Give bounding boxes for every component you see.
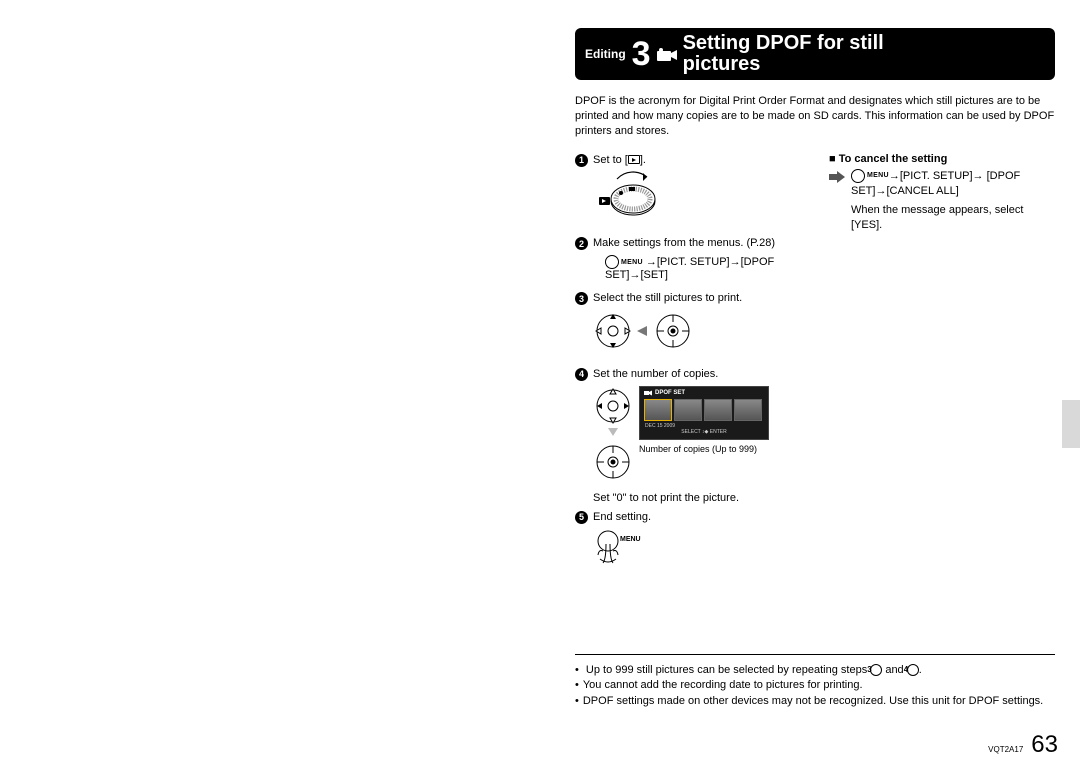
step-5: 5 End setting. bbox=[575, 510, 811, 525]
step-ref-icon: 3 bbox=[870, 664, 882, 676]
step-number-icon: 1 bbox=[575, 154, 588, 167]
steps-column: 1 Set to []. bbox=[575, 153, 811, 584]
zero-note: Set "0" to not print the picture. bbox=[593, 492, 811, 504]
copies-figure: DPOF SET DEC 15 2009 SELECT ↕◆ ENTER Num… bbox=[593, 386, 811, 486]
arrow-right-icon bbox=[829, 171, 845, 183]
step-3: 3 Select the still pictures to print. bbox=[575, 291, 811, 306]
manual-page: Editing 3 Setting DPOF for still picture… bbox=[575, 28, 1055, 709]
cancel-message: When the message appears, select [YES]. bbox=[851, 203, 1039, 233]
footnote: You cannot add the recording date to pic… bbox=[575, 678, 1055, 693]
step-number-icon: 4 bbox=[575, 368, 588, 381]
footnote: DPOF settings made on other devices may … bbox=[575, 694, 1055, 709]
step-2-menu-path: MENU →[PICT. SETUP]→[DPOF SET]→[SET] bbox=[605, 255, 811, 281]
footnotes: Up to 999 still pictures can be selected… bbox=[575, 663, 1055, 709]
step-2: 2 Make settings from the menus. (P.28) bbox=[575, 236, 811, 251]
step-4: 4 Set the number of copies. bbox=[575, 367, 811, 382]
cancel-column: ■ To cancel the setting MENU →[PICT. SET… bbox=[829, 153, 1039, 584]
header-category: Editing bbox=[585, 47, 626, 61]
header-title: Setting DPOF for still pictures bbox=[683, 33, 884, 75]
camera-icon bbox=[657, 48, 677, 62]
page-footer: VQT2A17 63 bbox=[988, 731, 1058, 759]
thumbnail bbox=[644, 399, 672, 421]
svg-text:MENU: MENU bbox=[620, 536, 641, 543]
thumbnail bbox=[704, 399, 732, 421]
joystick-select-figure bbox=[593, 310, 811, 357]
camera-mini-icon bbox=[644, 390, 652, 396]
menu-press-figure: MENU bbox=[593, 529, 811, 574]
step-number-icon: 2 bbox=[575, 237, 588, 250]
section-header: Editing 3 Setting DPOF for still picture… bbox=[575, 28, 1055, 80]
menu-button-icon: MENU bbox=[605, 255, 643, 269]
menu-button-icon: MENU bbox=[851, 169, 889, 183]
thumbnail bbox=[674, 399, 702, 421]
step-number-icon: 5 bbox=[575, 511, 588, 524]
dpof-screen: DPOF SET DEC 15 2009 SELECT ↕◆ ENTER bbox=[639, 386, 769, 440]
header-number: 3 bbox=[632, 35, 651, 74]
mode-dial-figure bbox=[593, 171, 811, 226]
copies-caption: Number of copies (Up to 999) bbox=[639, 444, 769, 455]
step-number-icon: 3 bbox=[575, 292, 588, 305]
joystick-updown-icon bbox=[593, 386, 633, 486]
divider bbox=[575, 654, 1055, 655]
thumbnail bbox=[734, 399, 762, 421]
document-code: VQT2A17 bbox=[988, 745, 1023, 754]
page-number: 63 bbox=[1031, 731, 1058, 759]
step-ref-icon: 4 bbox=[907, 664, 919, 676]
cancel-heading: ■ To cancel the setting bbox=[829, 153, 1039, 165]
footnote: Up to 999 still pictures can be selected… bbox=[575, 663, 1055, 678]
playback-mode-icon bbox=[628, 155, 640, 164]
step-1: 1 Set to []. bbox=[575, 153, 811, 168]
cancel-path: MENU →[PICT. SETUP]→ [DPOF SET]→[CANCEL … bbox=[829, 169, 1039, 200]
section-side-tab bbox=[1062, 400, 1080, 448]
intro-text: DPOF is the acronym for Digital Print Or… bbox=[575, 94, 1055, 139]
